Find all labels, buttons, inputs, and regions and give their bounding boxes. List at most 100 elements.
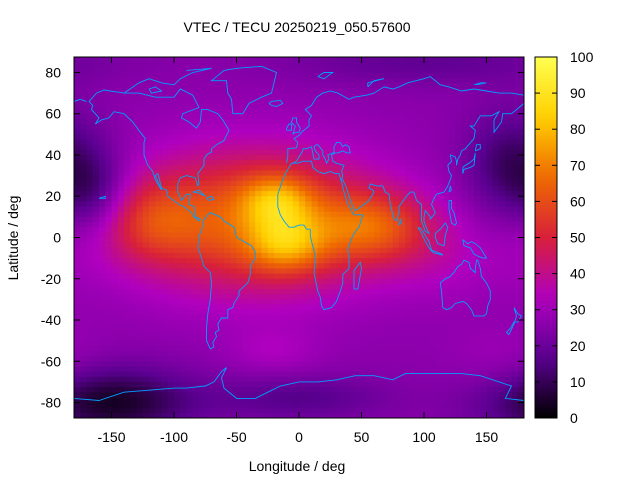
heatmap-cell (274, 82, 281, 89)
heatmap-cell (186, 139, 194, 146)
heatmap-cell (330, 371, 338, 378)
heatmap-cell (111, 211, 119, 218)
heatmap-cell (405, 237, 413, 244)
heatmap-cell (505, 392, 513, 398)
heatmap-cell (392, 387, 400, 393)
heatmap-cell (167, 294, 175, 300)
heatmap-cell (280, 185, 288, 192)
heatmap-cell (492, 247, 500, 254)
heatmap-cell (317, 350, 325, 357)
heatmap-cell (142, 216, 150, 223)
heatmap-cell (142, 77, 150, 84)
heatmap-cell (486, 402, 494, 409)
heatmap-cell (224, 330, 231, 337)
heatmap-cell (92, 180, 100, 187)
heatmap-cell (74, 289, 81, 295)
heatmap-cell (230, 118, 238, 125)
heatmap-cell (336, 72, 344, 79)
heatmap-cell (442, 335, 450, 342)
heatmap-cell (186, 247, 194, 254)
heatmap-cell (192, 258, 200, 264)
heatmap-cell (117, 237, 125, 244)
heatmap-cell (130, 108, 138, 115)
heatmap-cell (117, 154, 125, 161)
heatmap-cell (280, 191, 288, 197)
heatmap-cell (430, 160, 438, 166)
heatmap-cell (399, 273, 406, 280)
heatmap-cell (124, 387, 131, 393)
heatmap-cell (361, 289, 369, 295)
heatmap-cell (392, 258, 400, 264)
heatmap-cell (386, 361, 394, 368)
heatmap-cell (199, 77, 206, 84)
heatmap-cell (192, 82, 200, 89)
heatmap-cell (367, 62, 375, 68)
heatmap-cell (442, 247, 450, 254)
heatmap-cell (142, 376, 150, 383)
heatmap-cell (292, 392, 300, 398)
heatmap-cell (280, 294, 288, 300)
heatmap-cell (155, 361, 163, 368)
heatmap-cell (492, 201, 500, 208)
heatmap-cell (99, 309, 106, 316)
heatmap-cell (161, 227, 169, 233)
heatmap-cell (411, 294, 419, 300)
heatmap-cell (236, 376, 244, 383)
heatmap-cell (336, 67, 344, 74)
heatmap-cell (224, 93, 231, 99)
heatmap-cell (74, 402, 81, 409)
heatmap-cell (130, 387, 138, 393)
heatmap-cell (117, 268, 125, 275)
heatmap-cell (74, 87, 81, 94)
heatmap-cell (86, 144, 94, 151)
heatmap-cell (249, 149, 256, 156)
heatmap-cell (467, 376, 475, 383)
heatmap-cell (230, 170, 238, 177)
heatmap-cell (511, 57, 519, 63)
heatmap-cell (174, 154, 181, 161)
heatmap-cell (492, 407, 500, 414)
heatmap-cell (80, 289, 88, 295)
heatmap-cell (130, 211, 138, 218)
heatmap-cell (505, 309, 513, 316)
heatmap-cell (267, 237, 275, 244)
heatmap-cell (124, 289, 131, 295)
heatmap-cell (342, 57, 350, 63)
heatmap-cell (155, 268, 163, 275)
heatmap-cell (367, 67, 375, 74)
heatmap-cell (430, 268, 438, 275)
heatmap-cell (280, 170, 288, 177)
heatmap-cell (374, 124, 381, 130)
heatmap-cell (311, 247, 319, 254)
heatmap-cell (480, 134, 488, 141)
heatmap-cell (224, 356, 231, 362)
heatmap-cell (267, 381, 275, 388)
heatmap-cell (411, 165, 419, 172)
heatmap-cell (205, 149, 213, 156)
heatmap-cell (130, 252, 138, 259)
heatmap-cell (274, 376, 281, 383)
heatmap-cell (174, 175, 181, 182)
heatmap-cell (292, 113, 300, 120)
heatmap-cell (261, 258, 269, 264)
heatmap-cell (80, 216, 88, 223)
heatmap-cell (161, 299, 169, 306)
heatmap-cell (155, 144, 163, 151)
heatmap-cell (155, 108, 163, 115)
heatmap-cell (261, 144, 269, 151)
heatmap-cell (480, 149, 488, 156)
heatmap-cell (236, 247, 244, 254)
heatmap-cell (274, 180, 281, 187)
heatmap-cell (136, 258, 144, 264)
heatmap-cell (336, 129, 344, 135)
heatmap-cell (299, 263, 306, 270)
heatmap-cell (242, 356, 250, 362)
heatmap-cell (486, 335, 494, 342)
heatmap-cell (399, 237, 406, 244)
heatmap-cell (161, 124, 169, 130)
heatmap-cell (386, 154, 394, 161)
heatmap-cell (442, 129, 450, 135)
heatmap-cell (405, 98, 413, 105)
heatmap-cell (342, 361, 350, 368)
heatmap-cell (455, 294, 463, 300)
